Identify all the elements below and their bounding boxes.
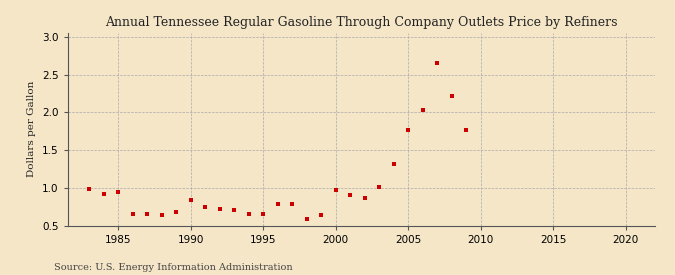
Point [432,61,443,65]
Point [215,207,225,211]
Point [446,94,457,98]
Point [461,128,472,133]
Point [186,198,196,202]
Text: Source: U.S. Energy Information Administration: Source: U.S. Energy Information Administ… [54,263,293,272]
Point [244,212,254,216]
Point [301,216,312,221]
Point [272,202,283,207]
Point [99,192,109,196]
Point [359,196,370,200]
Point [403,127,414,132]
Point [258,212,269,216]
Point [84,186,95,191]
Point [113,190,124,194]
Point [316,213,327,217]
Point [128,212,138,216]
Point [374,185,385,189]
Point [157,213,167,217]
Y-axis label: Dollars per Gallon: Dollars per Gallon [27,81,36,177]
Title: Annual Tennessee Regular Gasoline Through Company Outlets Price by Refiners: Annual Tennessee Regular Gasoline Throug… [105,16,618,29]
Point [345,193,356,197]
Point [200,204,211,209]
Point [229,207,240,212]
Point [287,202,298,207]
Point [417,108,428,112]
Point [142,212,153,216]
Point [388,162,399,167]
Point [330,188,341,192]
Point [171,210,182,214]
